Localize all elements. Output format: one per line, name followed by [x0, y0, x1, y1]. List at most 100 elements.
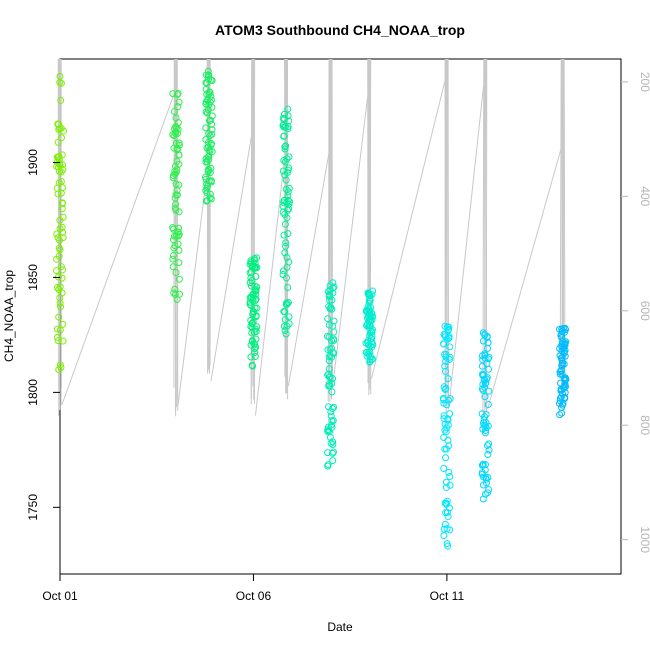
- data-point: [330, 283, 338, 291]
- data-point: [283, 263, 291, 271]
- data-point: [279, 271, 287, 279]
- data-points: [53, 67, 570, 550]
- data-point: [59, 127, 67, 135]
- transit-line: [332, 97, 369, 386]
- data-point: [251, 340, 259, 348]
- data-point: [445, 334, 453, 342]
- profile-line: [485, 58, 488, 386]
- data-point: [363, 306, 371, 314]
- data-point: [208, 130, 216, 138]
- data-point: [281, 143, 289, 151]
- data-point: [280, 231, 288, 239]
- data-point: [283, 214, 291, 222]
- x-tick-label: Oct 01: [42, 589, 78, 603]
- data-point: [478, 410, 486, 418]
- data-point: [284, 125, 292, 133]
- data-point: [282, 301, 290, 309]
- data-point: [445, 442, 453, 450]
- data-point: [325, 365, 333, 373]
- data-point: [204, 106, 212, 114]
- data-point: [283, 300, 291, 308]
- data-point: [56, 236, 64, 244]
- data-point: [202, 197, 210, 205]
- data-point: [558, 343, 566, 351]
- data-point: [328, 305, 336, 313]
- data-point: [170, 108, 178, 116]
- data-point: [53, 333, 61, 341]
- transit-line: [61, 93, 175, 405]
- data-point: [249, 310, 257, 318]
- data-point: [444, 375, 452, 383]
- data-point: [284, 191, 292, 199]
- data-point: [326, 373, 334, 381]
- data-point: [249, 308, 257, 316]
- data-point: [281, 316, 289, 324]
- data-point: [169, 252, 177, 260]
- data-point: [169, 255, 177, 263]
- data-point: [56, 303, 64, 311]
- data-point: [202, 124, 210, 132]
- y2-tick-label: 400: [638, 186, 650, 206]
- data-point: [440, 399, 448, 407]
- data-point: [363, 322, 371, 330]
- data-point: [368, 316, 376, 324]
- data-point: [280, 120, 288, 128]
- data-point: [328, 388, 336, 396]
- data-point: [558, 359, 566, 367]
- data-point: [325, 427, 333, 435]
- data-point: [202, 108, 210, 116]
- data-point: [442, 428, 450, 436]
- data-point: [329, 440, 337, 448]
- data-point: [55, 152, 63, 160]
- data-point: [251, 263, 259, 271]
- data-point: [484, 450, 492, 458]
- x-tick-label: Oct 06: [236, 589, 272, 603]
- data-point: [556, 394, 564, 402]
- plot-frame: [59, 58, 622, 575]
- profile-line: [328, 58, 331, 378]
- data-point: [253, 283, 261, 291]
- data-point: [203, 109, 211, 117]
- data-point: [556, 397, 564, 405]
- data-point: [282, 176, 290, 184]
- data-point: [53, 284, 61, 292]
- data-point: [205, 153, 213, 161]
- data-point: [208, 126, 216, 134]
- data-point: [479, 370, 487, 378]
- data-point: [204, 67, 212, 75]
- data-point: [59, 166, 67, 174]
- data-point: [366, 329, 374, 337]
- data-point: [54, 138, 62, 146]
- data-point: [441, 331, 449, 339]
- data-point: [325, 333, 333, 341]
- data-point: [55, 286, 63, 294]
- y2-tick-label: 600: [638, 301, 650, 321]
- data-point: [247, 353, 255, 361]
- data-point: [248, 361, 256, 369]
- data-point: [282, 142, 290, 150]
- data-point: [444, 513, 452, 521]
- data-point: [325, 382, 333, 390]
- data-point: [445, 396, 453, 404]
- data-point: [485, 440, 493, 448]
- data-point: [59, 337, 67, 345]
- transit-line: [210, 135, 252, 382]
- data-point: [53, 325, 61, 333]
- data-point: [53, 267, 61, 275]
- data-point: [479, 495, 487, 503]
- data-point: [368, 338, 376, 346]
- y-axis: 1750 1800 1850 1900: [26, 149, 60, 521]
- data-point: [173, 191, 181, 199]
- data-point: [481, 330, 489, 338]
- data-point: [484, 422, 492, 430]
- data-point: [481, 429, 489, 437]
- data-point: [558, 330, 566, 338]
- data-point: [55, 179, 63, 187]
- data-point: [206, 132, 214, 140]
- data-point: [329, 417, 337, 425]
- y2-tick-label: 1000: [638, 526, 650, 553]
- data-point: [444, 542, 452, 550]
- data-point: [329, 279, 337, 287]
- data-point: [444, 421, 452, 429]
- data-point: [442, 483, 450, 491]
